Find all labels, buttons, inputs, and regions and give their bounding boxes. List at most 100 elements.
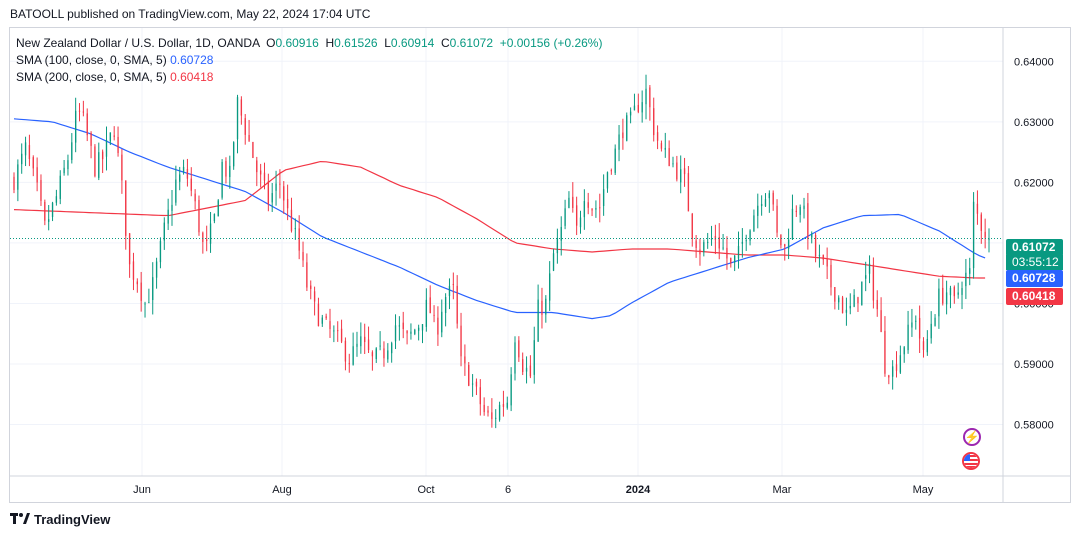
candle-body <box>680 169 682 183</box>
symbol-name: New Zealand Dollar / U.S. Dollar, 1D, OA… <box>16 36 260 50</box>
sma100-price-tag: 0.60728 <box>1006 270 1063 287</box>
candle-body <box>857 297 859 304</box>
candle-body <box>244 118 246 135</box>
candle-body <box>148 302 150 304</box>
candle-body <box>587 202 589 208</box>
candle-body <box>988 238 990 241</box>
candle-body <box>787 239 790 249</box>
candle-body <box>733 255 736 263</box>
candle-body <box>441 311 443 333</box>
candle-body <box>799 206 801 215</box>
candle-body <box>911 322 913 328</box>
x-tick-label: 2024 <box>626 484 651 496</box>
candle-body <box>13 176 15 190</box>
candle-body <box>868 263 871 274</box>
candle-body <box>525 367 528 372</box>
candle-body <box>360 336 362 347</box>
sma100-label: SMA (100, close, 0, SMA, 5) <box>16 53 167 67</box>
footer-brand[interactable]: TradingView <box>10 512 110 527</box>
candle-body <box>861 281 863 306</box>
candle-body <box>710 238 713 240</box>
candle-body <box>645 88 647 105</box>
candle-body <box>313 291 316 302</box>
candle-body <box>660 143 663 149</box>
candle-body <box>811 233 813 238</box>
candle-body <box>502 404 505 407</box>
candle-body <box>406 330 408 334</box>
candle-body <box>267 181 270 204</box>
candle-body <box>452 284 455 286</box>
x-tick-label: 6 <box>505 484 511 496</box>
low-label: L <box>384 36 391 50</box>
candle-body <box>903 347 905 355</box>
candle-body <box>487 410 489 413</box>
candle-body <box>522 359 524 373</box>
low-value: 0.60914 <box>390 36 435 50</box>
candle-body <box>845 309 848 313</box>
candle-body <box>491 412 493 420</box>
candle-body <box>117 136 119 154</box>
candle-body <box>286 199 289 209</box>
candle-body <box>456 285 458 324</box>
candle-body <box>668 148 670 167</box>
candle-body <box>221 161 223 198</box>
candle-body <box>387 350 389 360</box>
candle-body <box>942 287 944 304</box>
tradingview-logo-icon <box>10 512 30 527</box>
sma200-price-tag: 0.60418 <box>1006 288 1063 305</box>
candle-body <box>94 146 96 177</box>
candle-body <box>672 163 674 165</box>
high-value: 0.61526 <box>334 36 378 50</box>
candle-body <box>838 297 840 303</box>
candle-body <box>780 234 782 246</box>
candle-body <box>656 132 659 141</box>
last-price-tag: 0.61072 <box>1006 239 1063 256</box>
candle-body <box>144 303 146 305</box>
y-tick-label: 0.64000 <box>1014 56 1054 68</box>
candle-body <box>464 356 466 364</box>
open-value: 0.60916 <box>275 36 319 50</box>
candle-body <box>367 339 370 351</box>
open-label: O <box>266 36 276 50</box>
candle-body <box>414 329 416 334</box>
candle-body <box>121 154 123 181</box>
candle-body <box>383 348 385 359</box>
x-tick-label: Aug <box>272 484 292 496</box>
candle-body <box>749 230 751 241</box>
candle-body <box>980 214 982 231</box>
candle-body <box>402 322 404 330</box>
y-tick-label: 0.62000 <box>1014 177 1054 189</box>
candle-body <box>969 268 971 274</box>
candle-body <box>460 325 462 357</box>
candle-body <box>760 203 763 207</box>
candle-body <box>518 340 520 358</box>
candle-body <box>437 317 439 335</box>
candle-body <box>618 134 620 150</box>
sma-200-line <box>13 160 986 279</box>
candle-body <box>938 288 940 317</box>
candle-body <box>884 330 886 374</box>
candle-body <box>371 352 374 357</box>
sma-100-line <box>13 118 986 320</box>
candle-body <box>718 237 720 249</box>
candle-body <box>687 173 690 212</box>
lightning-icon[interactable]: ⚡ <box>963 428 981 446</box>
us-flag-icon[interactable] <box>962 452 980 470</box>
candle-body <box>290 209 293 231</box>
candle-body <box>976 203 979 214</box>
candle-body <box>279 183 281 185</box>
candle-body <box>764 199 767 207</box>
published-caption: BATOOLL published on TradingView.com, Ma… <box>10 7 371 21</box>
candle-body <box>321 317 323 324</box>
candle-body <box>741 241 744 244</box>
candle-body <box>533 340 535 375</box>
candle-body <box>537 299 539 342</box>
candle-body <box>961 288 963 295</box>
candle-body <box>888 375 890 378</box>
candle-body <box>259 170 262 175</box>
candle-body <box>271 193 273 203</box>
candle-body <box>433 314 435 316</box>
candle-body <box>236 97 239 140</box>
candle-body <box>240 99 243 116</box>
